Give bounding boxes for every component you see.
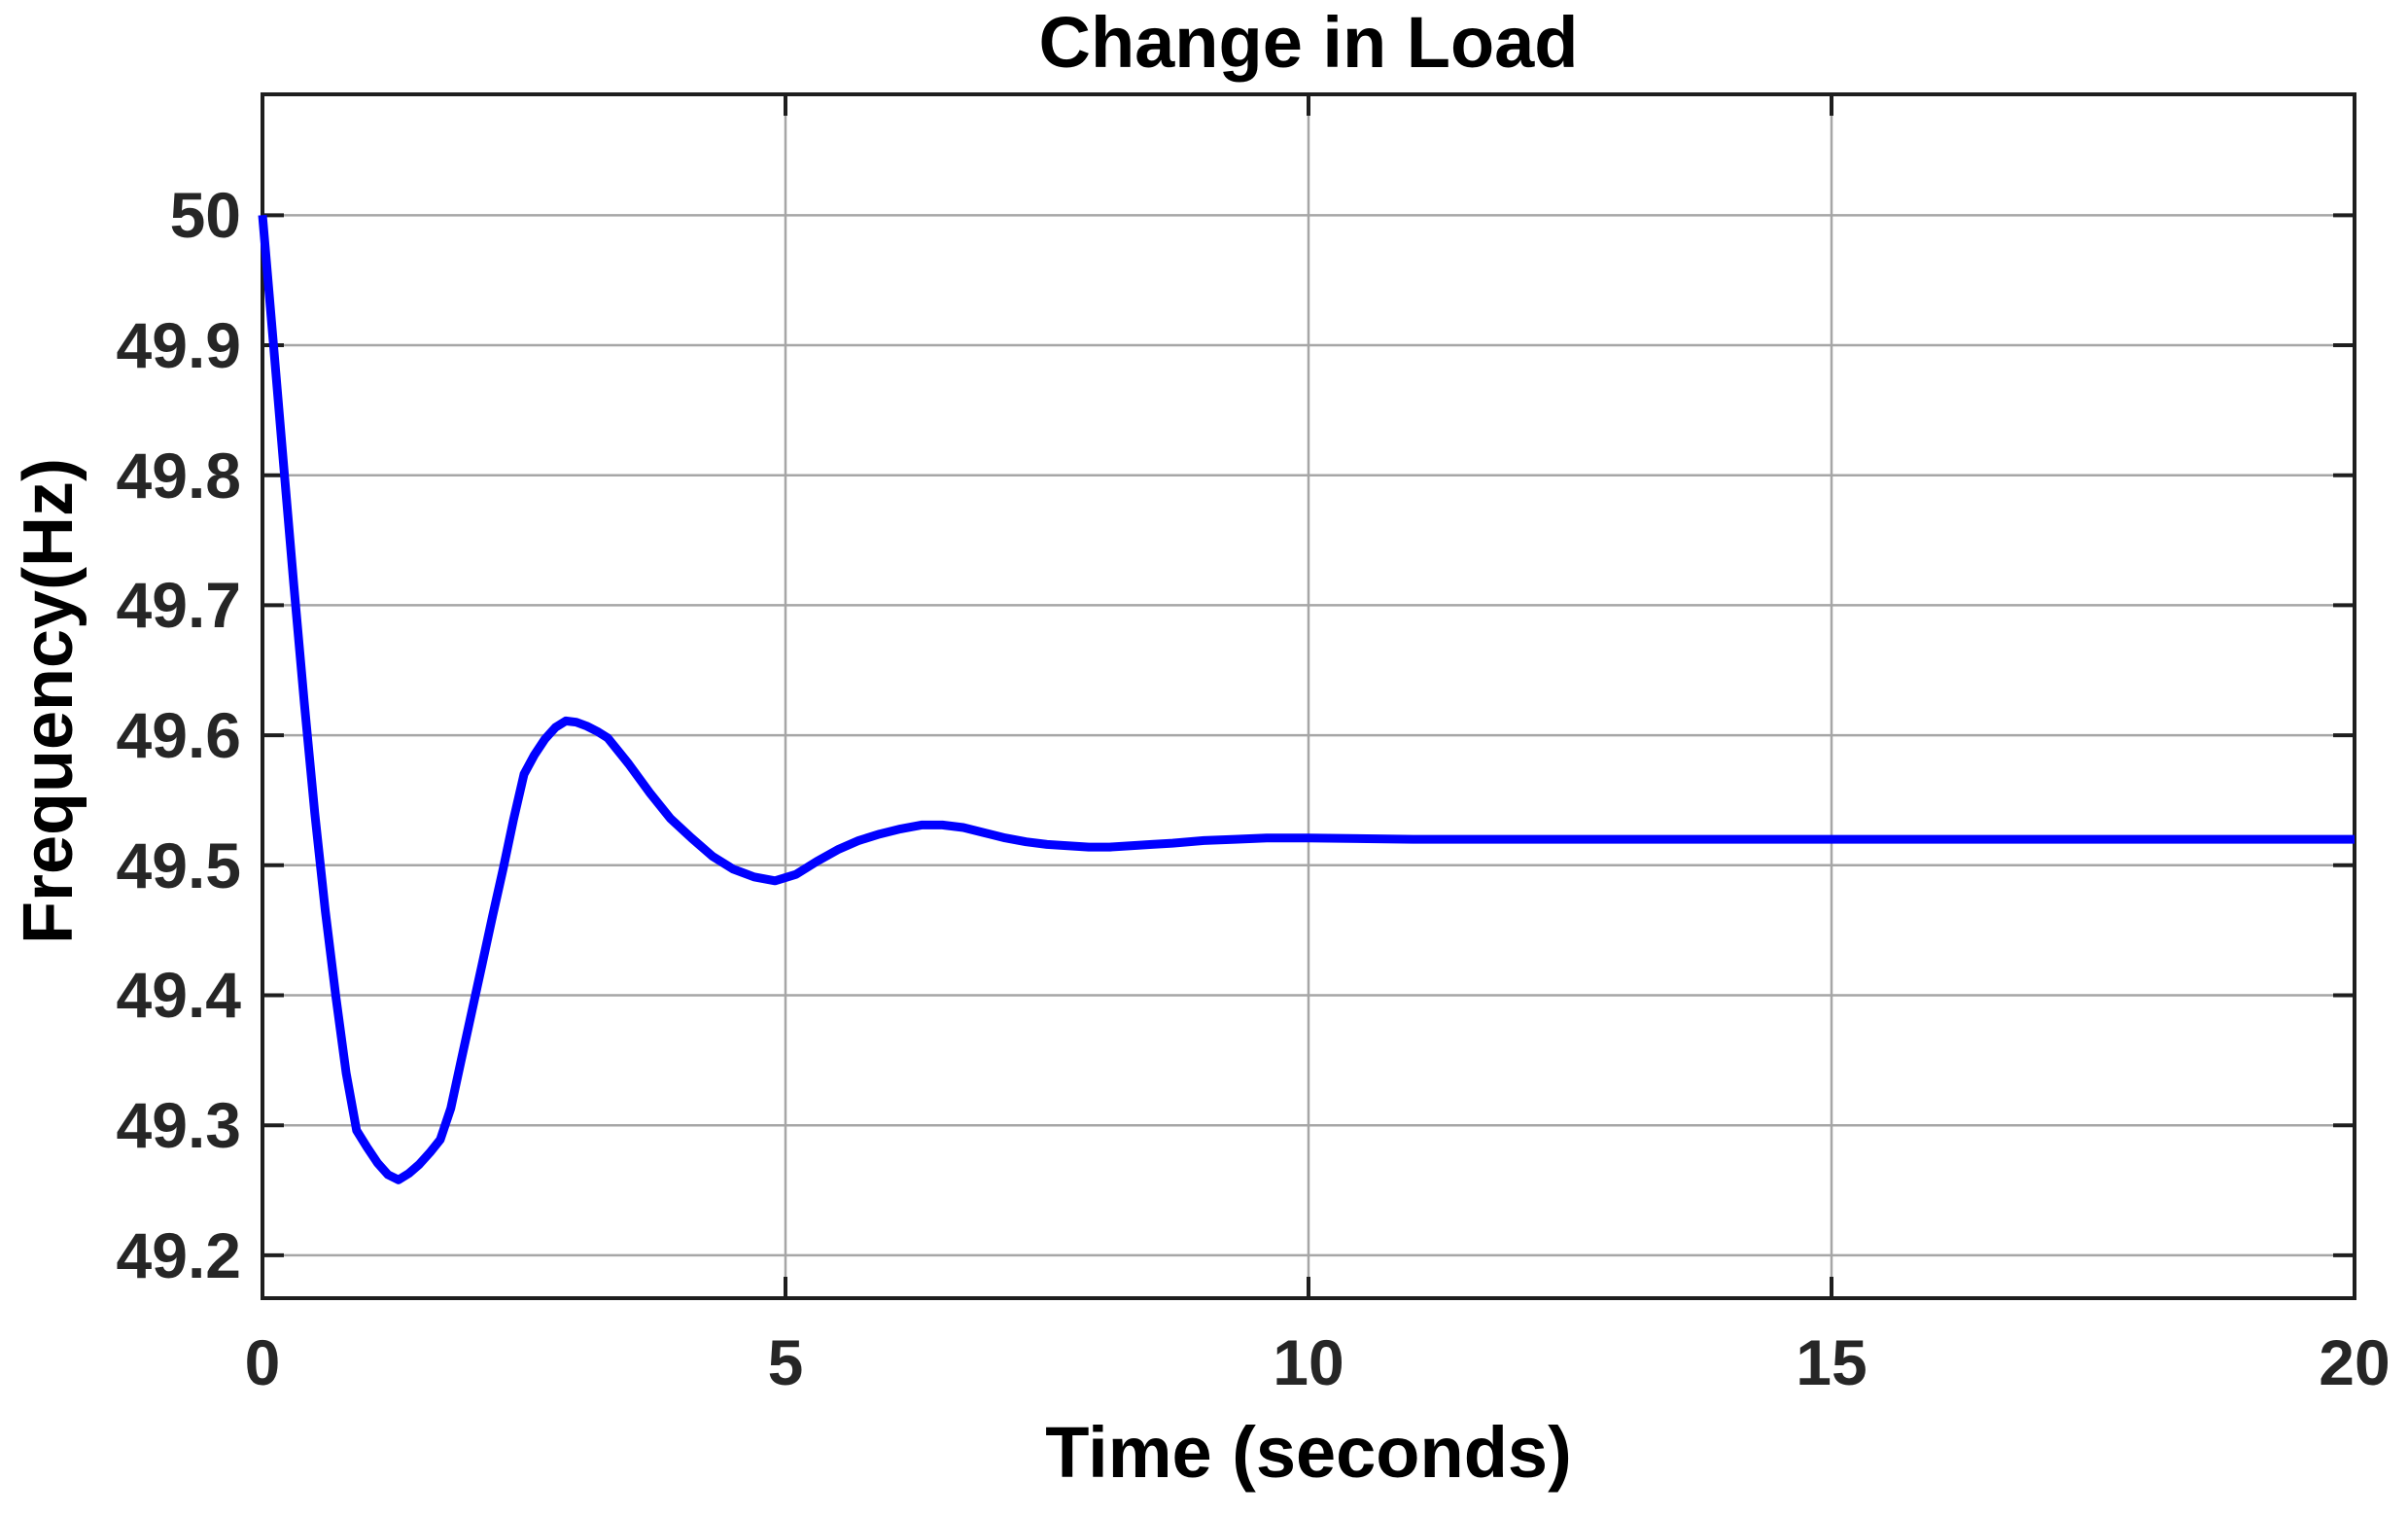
frequency-line — [258, 214, 2355, 1184]
x-tick-label: 10 — [1273, 1326, 1344, 1398]
x-tick-label: 0 — [244, 1326, 281, 1398]
y-tick-label: 49.3 — [116, 1089, 241, 1162]
y-tick-label: 49.4 — [116, 959, 241, 1032]
axes-box — [261, 92, 2356, 1300]
chart-title: Change in Load — [1038, 2, 1579, 83]
x-axis-label: Time (seconds) — [1045, 1412, 1572, 1493]
x-tick-label: 5 — [767, 1326, 804, 1398]
y-tick-label: 49.9 — [116, 309, 241, 382]
y-tick-label: 49.8 — [116, 439, 241, 511]
y-tick-label: 49.7 — [116, 569, 241, 642]
x-tick-label: 20 — [2319, 1326, 2391, 1398]
y-tick-label: 49.6 — [116, 699, 241, 772]
x-tick-label: 15 — [1796, 1326, 1867, 1398]
y-tick-label: 49.2 — [116, 1218, 241, 1291]
y-tick-label: 49.5 — [116, 829, 241, 901]
y-tick-label: 50 — [169, 179, 241, 252]
